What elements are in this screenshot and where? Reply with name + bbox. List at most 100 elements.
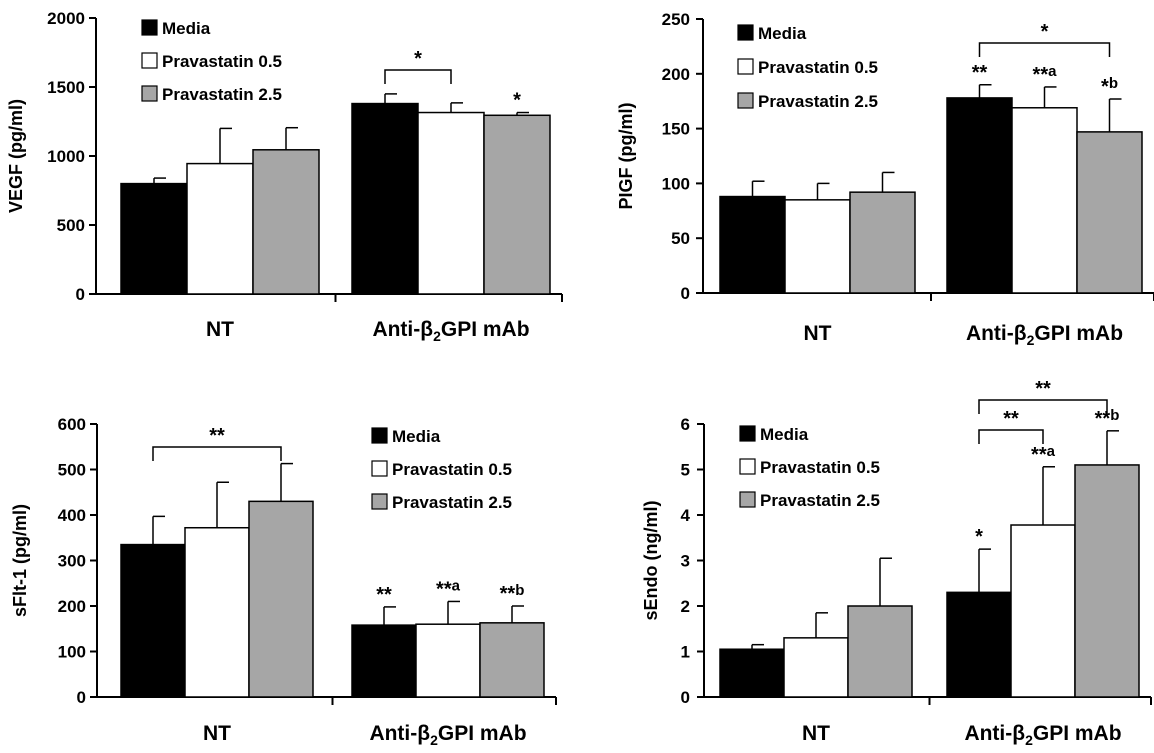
bracket-label: ** <box>1035 378 1051 400</box>
legend-swatch <box>739 425 756 442</box>
bar <box>1076 131 1143 294</box>
legend-swatch <box>737 24 754 41</box>
significance-mark: ** <box>972 62 988 84</box>
legend-swatch <box>737 92 754 109</box>
significance-mark: **a <box>1031 443 1056 466</box>
legend-label: Pravastatin 0.5 <box>392 460 512 479</box>
y-tick-label: 500 <box>58 461 86 480</box>
bar <box>351 624 417 698</box>
y-tick-label: 300 <box>58 552 86 571</box>
bar <box>1010 524 1076 698</box>
significance-mark: **a <box>436 577 461 600</box>
legend-label: Media <box>758 24 807 43</box>
bracket-label: ** <box>1003 408 1019 430</box>
legend-label: Pravastatin 2.5 <box>758 92 878 111</box>
y-tick-label: 100 <box>662 174 690 193</box>
legend-label: Pravastatin 2.5 <box>162 85 282 104</box>
y-tick-label: 5 <box>681 461 690 480</box>
y-tick-label: 100 <box>58 643 86 662</box>
legend-swatch <box>737 58 754 75</box>
category-label: NT <box>804 322 832 345</box>
significance-bracket <box>152 446 282 461</box>
y-tick-label: 1000 <box>47 147 85 166</box>
chart-panel-3: 0 100 200 300 400 500 600 sFlt-1 (pg/ml) NT Anti-… <box>10 415 557 748</box>
significance-mark: **b <box>500 582 525 605</box>
chart-panel-1: 0 500 1000 1500 2000 VEGF (pg/ml) NT Anti-β2GPI… <box>6 9 563 344</box>
y-tick-label: 0 <box>77 688 86 707</box>
bar <box>1011 107 1078 294</box>
legend-swatch <box>371 460 388 477</box>
legend-label: Media <box>392 427 441 446</box>
y-tick-label: 1500 <box>47 78 85 97</box>
bar <box>946 591 1012 698</box>
bar <box>184 526 250 698</box>
y-tick-label: 0 <box>681 688 690 707</box>
y-axis-label: sEndo (ng/ml) <box>641 501 661 621</box>
y-tick-label: 400 <box>58 506 86 525</box>
bar <box>248 500 314 698</box>
y-tick-label: 500 <box>57 216 85 235</box>
category-label: Anti-β2GPI mAb <box>966 322 1123 348</box>
chart-panel-2: 0 50 100 150 200 250 PIGF (pg/ml) NT Anti-β2GPI … <box>616 10 1154 348</box>
legend-label: Media <box>162 19 211 38</box>
y-tick-label: 2000 <box>47 9 85 28</box>
bracket-label: ** <box>209 425 225 447</box>
y-tick-label: 3 <box>681 552 690 571</box>
legend-swatch <box>141 19 158 36</box>
significance-mark: * <box>975 526 983 548</box>
bar <box>946 97 1013 294</box>
y-axis-label: PIGF (pg/ml) <box>616 103 636 210</box>
significance-mark: * <box>513 90 521 112</box>
significance-bracket <box>978 429 1044 444</box>
y-axis-label: VEGF (pg/ml) <box>6 99 26 213</box>
bar <box>120 182 188 295</box>
legend-swatch <box>739 458 756 475</box>
y-tick-label: 2 <box>681 597 690 616</box>
y-tick-label: 200 <box>58 597 86 616</box>
legend-label: Pravastatin 2.5 <box>392 493 512 512</box>
legend-label: Pravastatin 0.5 <box>758 58 878 77</box>
y-tick-label: 4 <box>681 506 691 525</box>
significance-bracket <box>978 399 1108 414</box>
category-label: NT <box>206 318 234 341</box>
bar <box>186 162 254 295</box>
bar <box>849 191 916 294</box>
category-label: Anti-β2GPI mAb <box>372 318 529 344</box>
bar <box>252 149 320 295</box>
y-tick-label: 1 <box>681 643 690 662</box>
bar <box>417 111 485 295</box>
legend-label: Pravastatin 0.5 <box>162 52 282 71</box>
bar <box>719 195 786 294</box>
bar <box>415 623 481 698</box>
y-tick-label: 200 <box>662 65 690 84</box>
bar <box>783 637 849 698</box>
y-axis-label: sFlt-1 (pg/ml) <box>10 504 30 617</box>
bar <box>483 114 551 295</box>
bar <box>120 543 186 698</box>
legend-swatch <box>141 85 158 102</box>
y-tick-label: 250 <box>662 10 690 29</box>
y-tick-label: 6 <box>681 415 690 434</box>
significance-mark: ** <box>376 584 392 606</box>
legend-label: Media <box>760 425 809 444</box>
y-tick-label: 50 <box>671 229 690 248</box>
category-label: Anti-β2GPI mAb <box>964 722 1121 748</box>
category-label: NT <box>203 722 231 745</box>
bar <box>351 102 419 295</box>
y-tick-label: 600 <box>58 415 86 434</box>
bar <box>719 648 785 698</box>
chart-panel-4: 0 1 2 3 4 5 6 sEndo (ng/ml) NT Anti-β2GPI mAb * **a… <box>641 378 1152 748</box>
legend-swatch <box>371 493 388 510</box>
legend-label: Pravastatin 0.5 <box>760 458 880 477</box>
bar <box>1074 464 1140 698</box>
y-tick-label: 0 <box>681 284 690 303</box>
category-label: Anti-β2GPI mAb <box>369 722 526 748</box>
significance-bracket <box>978 42 1111 57</box>
bar <box>847 605 913 698</box>
significance-bracket <box>384 69 452 84</box>
legend-label: Pravastatin 2.5 <box>760 491 880 510</box>
legend-swatch <box>371 427 388 444</box>
significance-mark: **a <box>1033 63 1058 86</box>
bar <box>784 199 851 294</box>
